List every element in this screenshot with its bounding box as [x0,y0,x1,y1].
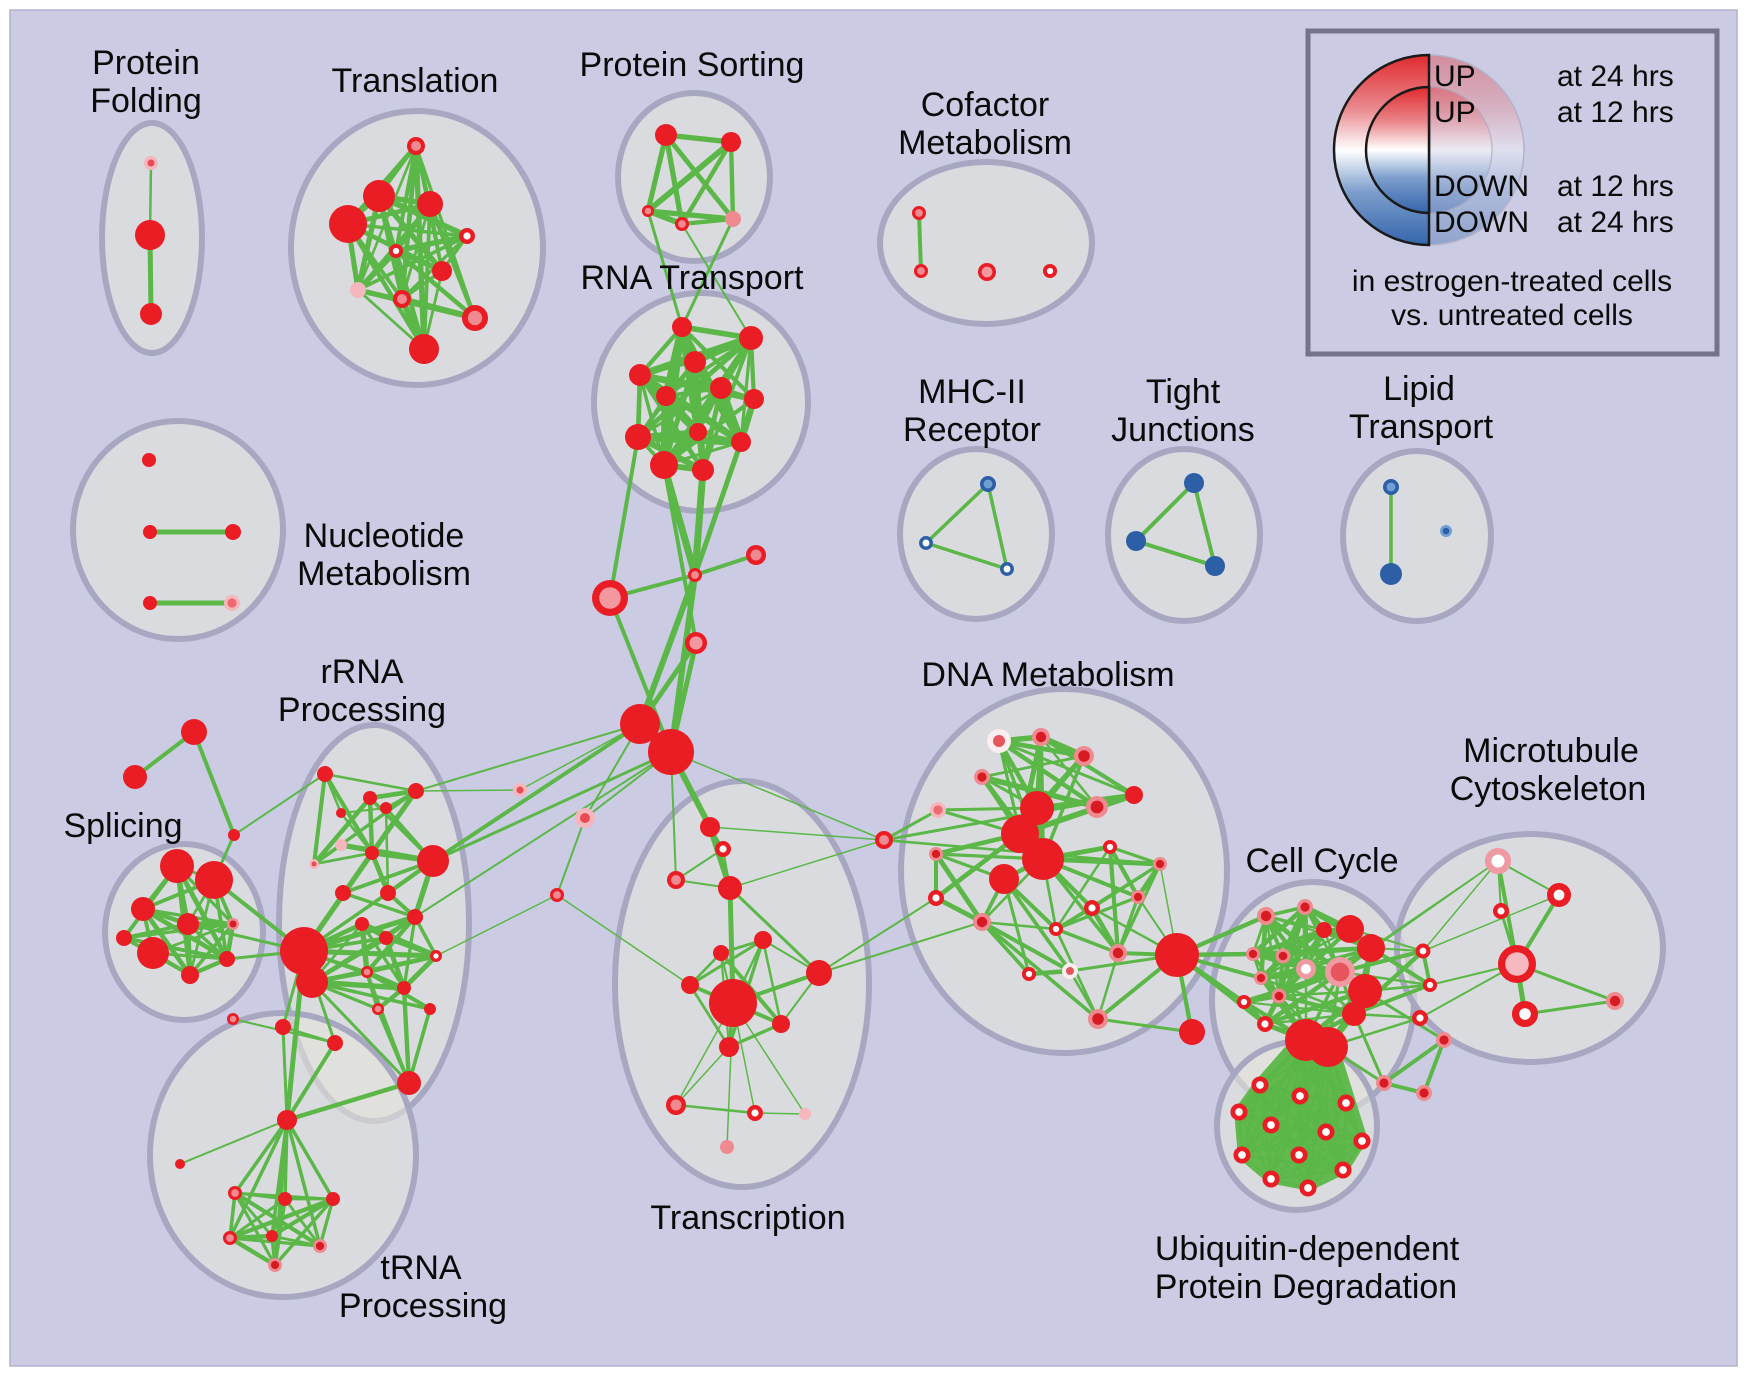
svg-text:Cofactor: Cofactor [921,86,1050,124]
svg-text:UP: UP [1434,96,1476,129]
svg-text:at 12 hrs: at 12 hrs [1557,96,1674,129]
svg-text:tRNA: tRNA [380,1249,462,1287]
svg-text:UP: UP [1434,60,1476,93]
svg-text:Ubiquitin-dependent: Ubiquitin-dependent [1155,1230,1460,1268]
svg-text:Protein Degradation: Protein Degradation [1155,1268,1457,1306]
svg-text:Nucleotide: Nucleotide [304,517,465,555]
svg-text:Cytoskeleton: Cytoskeleton [1450,770,1647,808]
svg-text:Junctions: Junctions [1111,411,1255,449]
svg-text:Processing: Processing [339,1287,507,1325]
svg-text:MHC-II: MHC-II [918,373,1026,411]
svg-text:Folding: Folding [90,82,202,120]
svg-text:in estrogen-treated cells: in estrogen-treated cells [1352,265,1672,298]
svg-text:Splicing: Splicing [63,807,182,845]
svg-text:Receptor: Receptor [903,411,1041,449]
svg-text:Tight: Tight [1146,373,1221,411]
svg-text:DOWN: DOWN [1434,206,1529,239]
svg-text:vs. untreated cells: vs. untreated cells [1391,299,1633,332]
svg-text:RNA Transport: RNA Transport [581,259,805,297]
svg-text:at 24 hrs: at 24 hrs [1557,206,1674,239]
svg-text:Metabolism: Metabolism [898,124,1072,162]
svg-text:at 12 hrs: at 12 hrs [1557,170,1674,203]
svg-text:Cell Cycle: Cell Cycle [1245,842,1398,880]
svg-text:Lipid: Lipid [1383,370,1455,408]
svg-text:at 24 hrs: at 24 hrs [1557,60,1674,93]
svg-text:Translation: Translation [332,62,499,100]
svg-text:DNA Metabolism: DNA Metabolism [921,656,1174,694]
svg-text:Metabolism: Metabolism [297,555,471,593]
svg-text:Transcription: Transcription [650,1199,845,1237]
svg-text:rRNA: rRNA [320,653,403,691]
svg-text:Protein: Protein [92,44,200,82]
svg-text:DOWN: DOWN [1434,170,1529,203]
svg-text:Protein Sorting: Protein Sorting [580,46,805,84]
svg-text:Microtubule: Microtubule [1463,732,1639,770]
svg-text:Processing: Processing [278,691,446,729]
svg-text:Transport: Transport [1349,408,1494,446]
